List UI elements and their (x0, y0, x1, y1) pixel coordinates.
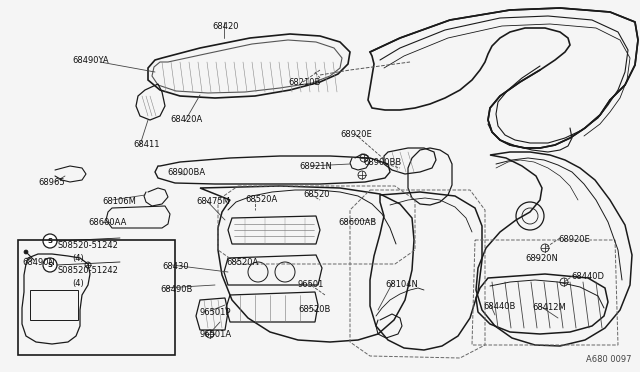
Text: 68411: 68411 (133, 140, 159, 149)
Text: 68104N: 68104N (385, 280, 418, 289)
Circle shape (43, 234, 57, 248)
Text: 96501A: 96501A (199, 330, 231, 339)
Text: 68490B: 68490B (160, 285, 193, 294)
Text: 96501P: 96501P (199, 308, 230, 317)
Text: 68600AA: 68600AA (88, 218, 126, 227)
Text: 68600AB: 68600AB (338, 218, 376, 227)
Text: 68920N: 68920N (525, 254, 558, 263)
Text: S08520-51242: S08520-51242 (58, 266, 119, 275)
Circle shape (24, 250, 28, 254)
Text: (4): (4) (72, 279, 84, 288)
Text: 68920E: 68920E (558, 235, 589, 244)
Text: 68520A: 68520A (226, 258, 259, 267)
Text: 68106M: 68106M (102, 197, 136, 206)
Text: 68475M: 68475M (196, 197, 230, 206)
Text: 68520B: 68520B (298, 305, 330, 314)
Text: 68900BA: 68900BA (167, 168, 205, 177)
Text: S: S (47, 262, 52, 268)
Text: S: S (47, 238, 52, 244)
Text: 68430: 68430 (162, 262, 189, 271)
Text: 68420: 68420 (212, 22, 239, 31)
Text: 68900BB: 68900BB (363, 158, 401, 167)
Text: 68920E: 68920E (340, 130, 372, 139)
Text: 68412M: 68412M (532, 303, 566, 312)
Text: 68420A: 68420A (170, 115, 202, 124)
Text: 96501: 96501 (298, 280, 324, 289)
Text: 68520A: 68520A (245, 195, 277, 204)
Text: S08520-51242: S08520-51242 (58, 241, 119, 250)
Text: 68490YA: 68490YA (72, 56, 109, 65)
Text: 68921N: 68921N (299, 162, 332, 171)
Text: A680 0097: A680 0097 (586, 355, 632, 364)
Text: 68210B: 68210B (288, 78, 321, 87)
Text: 68490N: 68490N (22, 258, 55, 267)
Text: 68440B: 68440B (483, 302, 515, 311)
Text: 68440D: 68440D (571, 272, 604, 281)
Text: 68965: 68965 (38, 178, 65, 187)
Circle shape (43, 258, 57, 272)
Text: 68520: 68520 (303, 190, 330, 199)
Text: (4): (4) (72, 254, 84, 263)
